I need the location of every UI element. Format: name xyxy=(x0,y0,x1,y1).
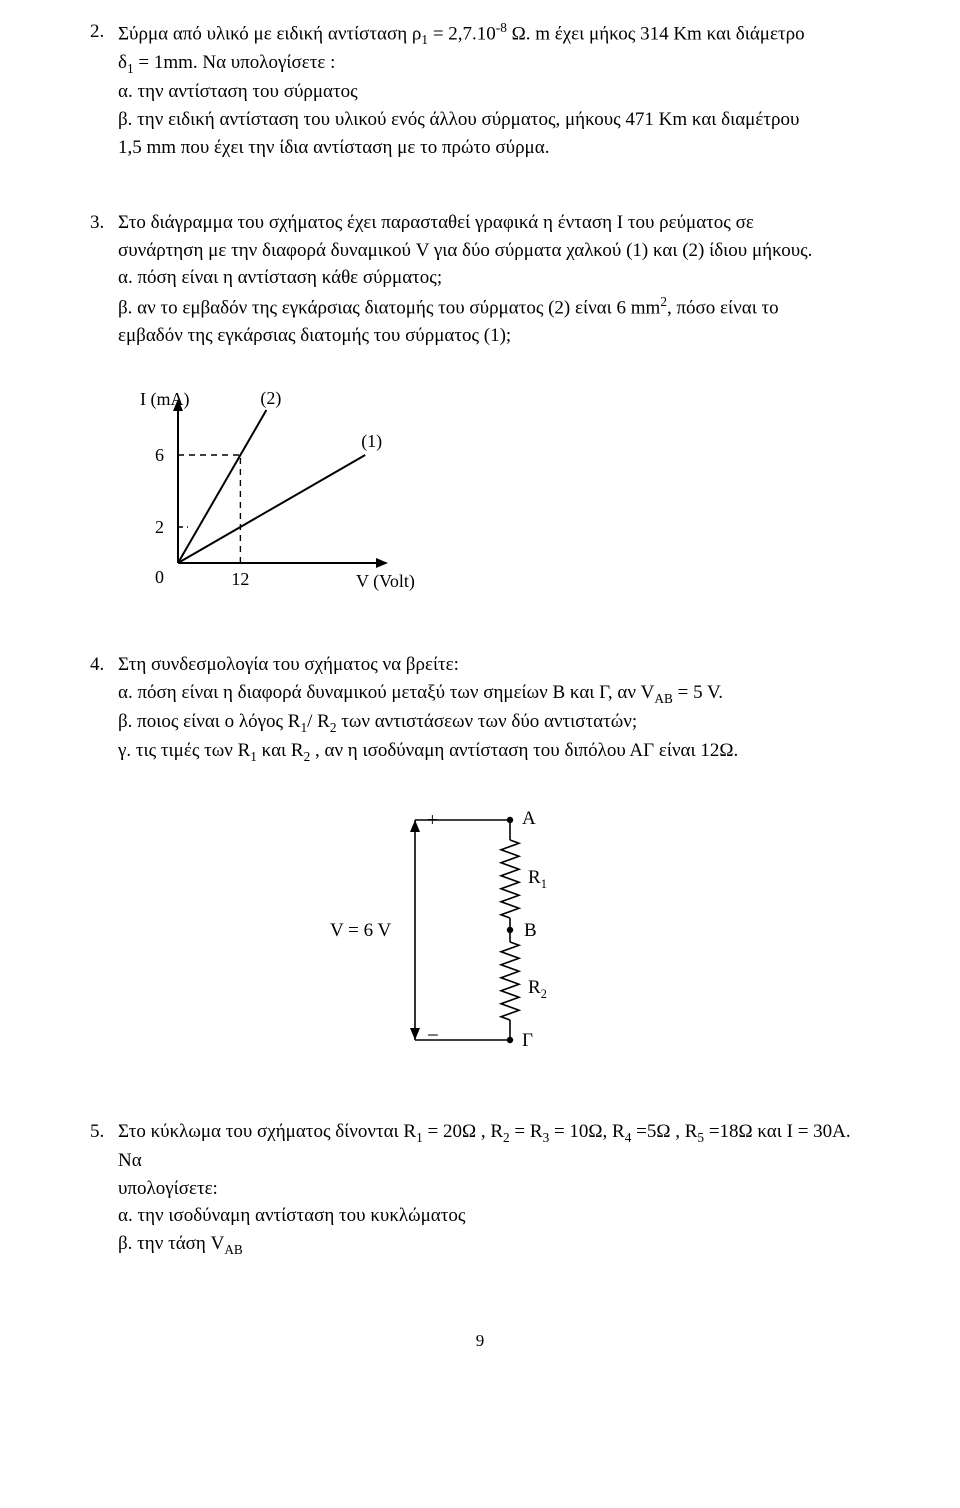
q5-s2: 2 xyxy=(503,1130,510,1145)
svg-text:6: 6 xyxy=(155,445,164,465)
q5-body: Στο κύκλωμα του σχήματος δίνονται R1 = 2… xyxy=(118,1118,870,1259)
svg-text:R2: R2 xyxy=(528,977,547,1001)
q2-l2sub: 1 xyxy=(127,61,134,76)
svg-text:0: 0 xyxy=(155,567,164,587)
svg-text:I (mA): I (mA) xyxy=(140,389,189,410)
q2-l2a: δ xyxy=(118,52,127,73)
q3-l2: συνάρτηση με την διαφορά δυναμικού V για… xyxy=(118,240,812,261)
q2-l1c: Ω. m έχει μήκος 314 Km και διάμετρο xyxy=(507,23,805,44)
q5-l2: υπολογίσετε: xyxy=(118,1178,218,1199)
q5-l1d: = 10Ω, R xyxy=(549,1121,625,1142)
series-circuit: + − V = 6 V A B Γ R1 R2 xyxy=(320,790,600,1070)
q4-asub: AB xyxy=(654,691,672,706)
q5-stem: 5. Στο κύκλωμα του σχήματος δίνονται R1 … xyxy=(90,1118,870,1259)
question-5: 5. Στο κύκλωμα του σχήματος δίνονται R1 … xyxy=(90,1118,870,1259)
q5-l1c: = R xyxy=(510,1121,543,1142)
q3-b1sup: 2 xyxy=(660,294,667,309)
q5-l1a: Στο κύκλωμα του σχήματος δίνονται R xyxy=(118,1121,416,1142)
q4-stem: 4. Στη συνδεσμολογία του σχήματος να βρε… xyxy=(90,651,870,766)
svg-text:A: A xyxy=(522,808,536,829)
q5-ba: β. την τάση V xyxy=(118,1233,224,1254)
q4-cs1: 1 xyxy=(250,749,257,764)
q4-bc: των αντιστάσεων των δύο αντιστατών; xyxy=(336,711,637,732)
q4-c: γ. τις τιμές των R1 και R2 , αν η ισοδύν… xyxy=(118,737,870,766)
q4-number: 4. xyxy=(90,651,118,766)
q2-l1b: = 2,7.10 xyxy=(428,23,496,44)
q3-b: β. αν το εμβαδόν της εγκάρσιας διατομής … xyxy=(118,292,870,322)
q3-b1a: β. αν το εμβαδόν της εγκάρσιας διατομής … xyxy=(118,297,660,318)
q3-a: α. πόση είναι η αντίσταση κάθε σύρματος; xyxy=(118,264,870,292)
svg-text:(1): (1) xyxy=(361,431,382,452)
q4-aa: α. πόση είναι η διαφορά δυναμικού μεταξύ… xyxy=(118,682,654,703)
q2-b2: 1,5 mm που έχει την ίδια αντίσταση με το… xyxy=(118,134,870,162)
page-number: 9 xyxy=(90,1329,870,1354)
svg-text:B: B xyxy=(524,920,537,941)
q3-chart: 6 2 0 12 I (mA) V (Volt) (2) (1) xyxy=(118,373,870,603)
q2-l1sup: -8 xyxy=(496,20,507,35)
q4-bb: / R xyxy=(307,711,330,732)
svg-text:Γ: Γ xyxy=(522,1030,533,1051)
svg-text:12: 12 xyxy=(231,569,249,589)
q3-b2: εμβαδόν της εγκάρσιας διατομής του σύρμα… xyxy=(118,322,870,350)
q2-b1: β. την ειδική αντίσταση του υλικού ενός … xyxy=(118,106,870,134)
q2-a: α. την αντίσταση του σύρματος xyxy=(118,78,870,106)
q4-a: α. πόση είναι η διαφορά δυναμικού μεταξύ… xyxy=(118,679,870,708)
question-3: 3. Στο διάγραμμα του σχήματος έχει παρασ… xyxy=(90,209,870,603)
question-4: 4. Στη συνδεσμολογία του σχήματος να βρε… xyxy=(90,651,870,1070)
q3-number: 3. xyxy=(90,209,118,349)
svg-text:R1: R1 xyxy=(528,867,547,891)
q5-l1b: = 20Ω , R xyxy=(423,1121,503,1142)
svg-text:V (Volt): V (Volt) xyxy=(356,571,415,592)
q4-cb: και R xyxy=(257,740,304,761)
q4-circuit: + − V = 6 V A B Γ R1 R2 xyxy=(320,790,870,1070)
q4-ba: β. ποιος είναι ο λόγος R xyxy=(118,711,300,732)
q4-b: β. ποιος είναι ο λόγος R1/ R2 των αντιστ… xyxy=(118,708,870,737)
q5-b: β. την τάση VAB xyxy=(118,1230,870,1259)
svg-text:−: − xyxy=(427,1023,439,1047)
svg-text:V = 6 V: V = 6 V xyxy=(330,920,392,941)
q5-number: 5. xyxy=(90,1118,118,1259)
q2-body: Σύρμα από υλικό με ειδική αντίσταση ρ 1 =… xyxy=(118,18,870,161)
iv-chart: 6 2 0 12 I (mA) V (Volt) (2) (1) xyxy=(118,373,418,603)
q2-number: 2. xyxy=(90,18,118,161)
q5-a: α. την ισοδύναμη αντίσταση του κυκλώματο… xyxy=(118,1202,870,1230)
q4-ab: = 5 V. xyxy=(673,682,723,703)
svg-text:+: + xyxy=(427,810,438,831)
q5-l1e: =5Ω , R xyxy=(631,1121,697,1142)
question-2: 2. Σύρμα από υλικό με ειδική αντίσταση ρ… xyxy=(90,18,870,161)
q3-body: Στο διάγραμμα του σχήματος έχει παρασταθ… xyxy=(118,209,870,349)
q4-l1: Στη συνδεσμολογία του σχήματος να βρείτε… xyxy=(118,654,459,675)
svg-text:(2): (2) xyxy=(260,388,281,409)
q2-stem: 2. Σύρμα από υλικό με ειδική αντίσταση ρ… xyxy=(90,18,870,161)
q3-stem: 3. Στο διάγραμμα του σχήματος έχει παρασ… xyxy=(90,209,870,349)
q4-body: Στη συνδεσμολογία του σχήματος να βρείτε… xyxy=(118,651,870,766)
q4-ca: γ. τις τιμές των R xyxy=(118,740,250,761)
q3-l1: Στο διάγραμμα του σχήματος έχει παρασταθ… xyxy=(118,212,754,233)
q2-l1a: Σύρμα από υλικό με ειδική αντίσταση ρ xyxy=(118,23,421,44)
q5-s1: 1 xyxy=(416,1130,423,1145)
q4-cc: , αν η ισοδύναμη αντίσταση του διπόλου Α… xyxy=(310,740,738,761)
q5-bsub: AB xyxy=(224,1241,242,1256)
svg-text:2: 2 xyxy=(155,517,164,537)
q3-b1b: , πόσο είναι το xyxy=(667,297,779,318)
q2-l2b: = 1mm. Να υπολογίσετε : xyxy=(134,52,336,73)
